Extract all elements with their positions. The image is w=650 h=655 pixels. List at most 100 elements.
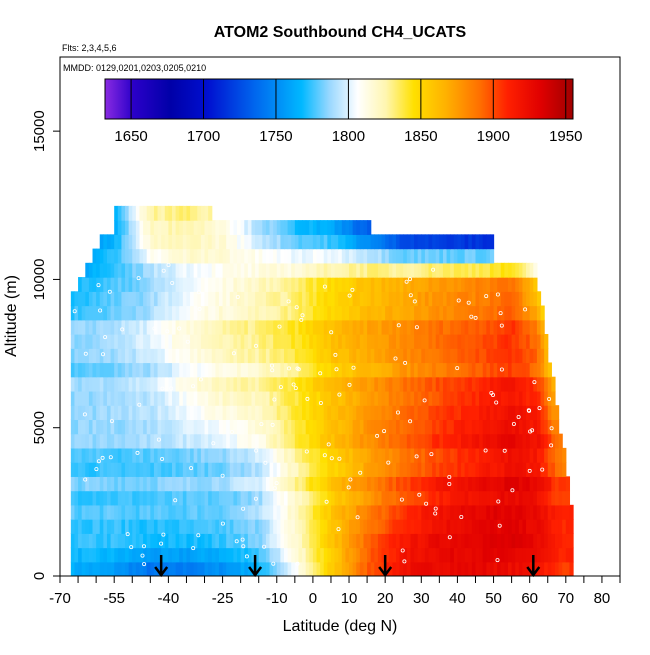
heatmap-cell [226, 433, 231, 449]
heatmap-cell [117, 390, 123, 406]
heatmap-cell [150, 305, 155, 321]
heatmap-cell [269, 376, 274, 392]
heatmap-cell [240, 405, 245, 421]
heatmap-cell [78, 533, 83, 549]
heatmap-cell [323, 291, 328, 307]
heatmap-cell [410, 433, 415, 449]
heatmap-cell [410, 262, 415, 278]
heatmap-cell [251, 419, 256, 435]
heatmap-cell [70, 504, 76, 520]
heatmap-cell [258, 362, 263, 378]
heatmap-cell [345, 277, 350, 292]
heatmap-cell [468, 462, 473, 477]
heatmap-cell [529, 419, 534, 435]
heatmap-cell [139, 319, 144, 335]
heatmap-cell [215, 504, 220, 520]
heatmap-cell [526, 262, 531, 278]
heatmap-cell [114, 390, 119, 406]
heatmap-cell [396, 248, 401, 264]
heatmap-cell [544, 504, 549, 520]
heatmap-cell [529, 262, 534, 278]
heatmap-cell [204, 348, 209, 364]
heatmap-cell [218, 220, 224, 235]
heatmap-cell [518, 319, 524, 335]
heatmap-cell [406, 490, 412, 506]
heatmap-cell [132, 547, 137, 563]
heatmap-cell [85, 334, 90, 349]
heatmap-cell [175, 262, 180, 278]
heatmap-cell [128, 533, 133, 549]
heatmap-cell [385, 334, 390, 349]
heatmap-cell [367, 405, 372, 421]
heatmap-cell [414, 533, 419, 549]
heatmap-cell [215, 533, 220, 549]
heatmap-cell [359, 476, 365, 492]
heatmap-cell [540, 547, 545, 563]
heatmap-cell [312, 390, 318, 406]
heatmap-cell [479, 319, 484, 335]
heatmap-cell [258, 291, 263, 307]
heatmap-cell [284, 533, 289, 549]
heatmap-cell [432, 447, 437, 463]
heatmap-cell [399, 419, 404, 435]
heatmap-cell [186, 362, 191, 378]
heatmap-cell [128, 419, 133, 435]
heatmap-cell [468, 519, 473, 534]
heatmap-cell [439, 262, 444, 278]
heatmap-cell [204, 561, 209, 576]
heatmap-cell [508, 490, 513, 506]
heatmap-cell [504, 277, 509, 292]
heatmap-cell [522, 291, 527, 307]
heatmap-cell [186, 277, 191, 292]
heatmap-cell [338, 561, 343, 576]
heatmap-cell [132, 291, 137, 307]
heatmap-cell [247, 234, 253, 250]
heatmap-cell [533, 277, 538, 292]
heatmap-cell [522, 419, 527, 435]
heatmap-cell [132, 504, 137, 520]
heatmap-cell [208, 291, 213, 307]
heatmap-cell [240, 504, 245, 520]
heatmap-cell [529, 547, 534, 563]
heatmap-cell [526, 419, 531, 435]
heatmap-cell [341, 462, 347, 477]
heatmap-cell [106, 533, 112, 549]
heatmap-cell [554, 462, 560, 477]
heatmap-cell [385, 390, 390, 406]
heatmap-cell [396, 362, 401, 378]
heatmap-cell [504, 447, 509, 463]
heatmap-cell [302, 362, 307, 378]
heatmap-cell [150, 447, 155, 463]
heatmap-cell [551, 547, 556, 563]
heatmap-cell [482, 561, 487, 576]
heatmap-cell [547, 476, 552, 492]
heatmap-cell [244, 376, 249, 392]
heatmap-cell [193, 419, 198, 435]
heatmap-cell [363, 334, 368, 349]
heatmap-cell [70, 390, 76, 406]
heatmap-cell [446, 248, 451, 264]
heatmap-cell [374, 447, 379, 463]
heatmap-cell [121, 476, 126, 492]
heatmap-cell [298, 504, 303, 520]
heatmap-cell [193, 519, 198, 534]
heatmap-cell [258, 390, 263, 406]
heatmap-cell [508, 519, 513, 534]
heatmap-cell [486, 462, 491, 477]
heatmap-cell [106, 447, 112, 463]
heatmap-cell [197, 362, 202, 378]
heatmap-cell [500, 476, 505, 492]
heatmap-cell [370, 348, 375, 364]
heatmap-cell [190, 405, 195, 421]
heatmap-cell [504, 291, 509, 307]
heatmap-cell [247, 447, 253, 463]
sample-point [270, 368, 275, 373]
heatmap-cell [312, 519, 318, 534]
heatmap-cell [150, 348, 155, 364]
heatmap-cell [157, 220, 162, 235]
heatmap-cell [482, 519, 487, 534]
heatmap-cell [316, 561, 321, 576]
heatmap-cell [392, 348, 397, 364]
heatmap-cell [442, 447, 448, 463]
heatmap-cell [442, 376, 448, 392]
